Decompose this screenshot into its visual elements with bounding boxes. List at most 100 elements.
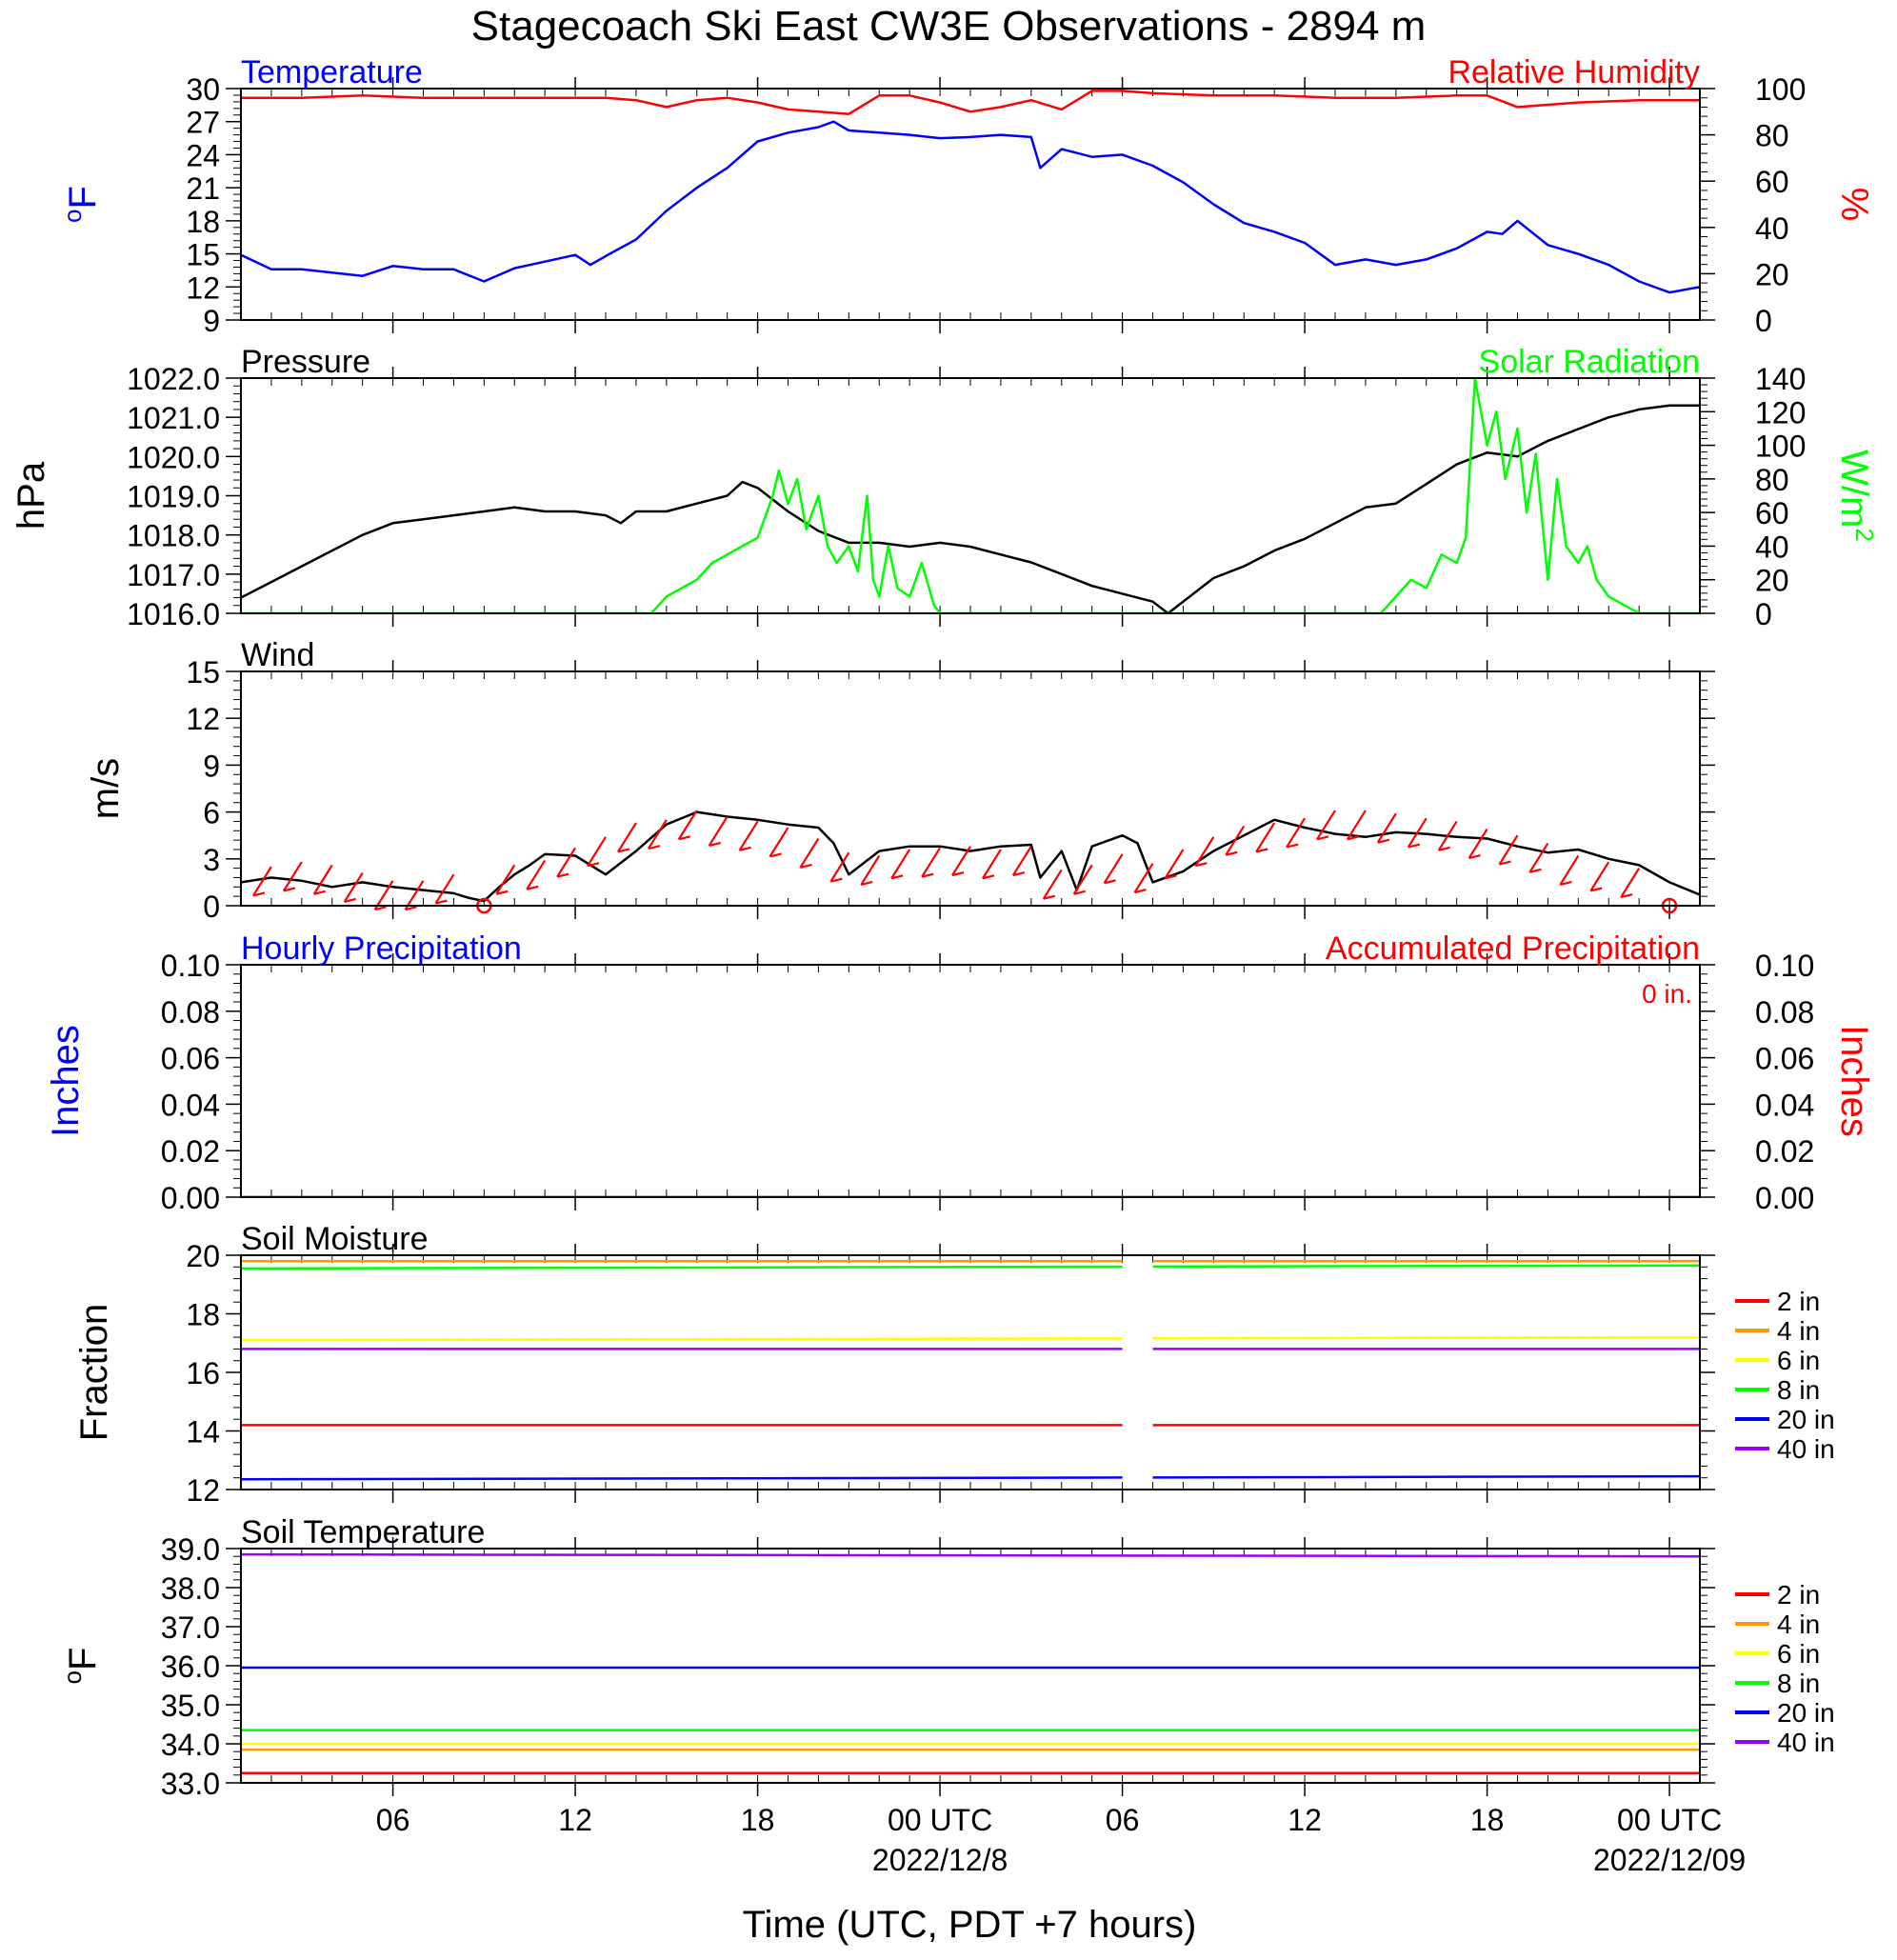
legend-label: 6 in xyxy=(1777,1639,1820,1669)
panel-right-title: Solar Radiation xyxy=(1479,344,1700,380)
wind-barb-flag xyxy=(1620,892,1633,899)
wind-barb xyxy=(1011,846,1032,876)
wind-barb-flag xyxy=(1043,894,1056,900)
wind-barb xyxy=(1376,812,1397,844)
y-right-axis-label: % xyxy=(1833,188,1875,222)
panel-5: 12 14 16 18 20 Soil Moisture Fraction 2 in4 in6… xyxy=(73,1221,1835,1508)
y-right-tick-label: 0.02 xyxy=(1755,1134,1814,1169)
wind-barb-flag xyxy=(1499,860,1511,866)
y-left-tick-label: 0.02 xyxy=(161,1134,220,1169)
legend-label: 4 in xyxy=(1777,1316,1820,1346)
wind-barb xyxy=(1468,829,1488,859)
wind-barb xyxy=(587,836,607,867)
y-left-axis-label: Inches xyxy=(45,1025,87,1137)
y-right-tick-label: 80 xyxy=(1755,463,1789,497)
wind-barb-flag xyxy=(526,885,539,890)
y-left-tick-label: 20 xyxy=(186,1239,220,1273)
y-left-tick-label: 35.0 xyxy=(161,1689,220,1723)
y-left-tick-label: 33.0 xyxy=(161,1767,220,1801)
y-left-tick-label: 1016.0 xyxy=(127,597,220,631)
wind-barb-flag xyxy=(1134,889,1147,894)
wind-barb xyxy=(738,820,759,851)
wind-barb xyxy=(708,815,729,847)
y-left-tick-label: 1017.0 xyxy=(127,558,220,592)
wind-barb-flag xyxy=(435,899,448,905)
wind-barb xyxy=(1103,853,1124,884)
y-left-tick-label: 37.0 xyxy=(161,1610,220,1645)
y-left-tick-label: 15 xyxy=(186,655,220,690)
y-left-tick-label: 6 xyxy=(203,796,220,830)
wind-barb xyxy=(282,861,303,892)
y-left-tick-label: 38.0 xyxy=(161,1571,220,1606)
wind-barb-flag xyxy=(982,874,995,880)
panel-2: 1016.0 1017.0 1018.0 1019.0 1020.0 1021.0 1022… xyxy=(10,344,1879,631)
y-left-tick-label: 12 xyxy=(186,270,220,305)
wind-barb-flag xyxy=(374,906,387,911)
y-right-tick-label: 0 xyxy=(1755,597,1772,631)
wind-barb-flag xyxy=(1377,838,1390,844)
panel-3: 0 3 6 9 12 15 Wind m/s xyxy=(85,637,1715,924)
x-tick-label: 06 xyxy=(1106,1803,1140,1837)
wind-barb xyxy=(860,854,881,886)
y-left-tick-label: 16 xyxy=(186,1356,220,1390)
wind-barb xyxy=(1589,861,1610,892)
wind-barb-flag xyxy=(830,877,843,883)
wind-barb-flag xyxy=(739,846,751,851)
y-right-tick-label: 60 xyxy=(1755,165,1789,199)
wind-barb-flag xyxy=(495,890,509,895)
y-left-tick-label: 1021.0 xyxy=(127,401,220,435)
wind-barb xyxy=(951,846,971,876)
legend-label: 4 in xyxy=(1777,1610,1820,1639)
y-right-tick-label: 0.10 xyxy=(1755,949,1814,983)
y-right-tick-label: 20 xyxy=(1755,564,1789,598)
y-left-tick-label: 24 xyxy=(186,138,220,172)
wind-barb-flag xyxy=(344,897,356,904)
y-right-tick-label: 40 xyxy=(1755,211,1789,246)
wind-barb-flag xyxy=(1073,890,1086,895)
wind-barb-flag xyxy=(678,835,691,841)
x-axis-label: Time (UTC, PDT +7 hours) xyxy=(743,1904,1197,1946)
wind-barb xyxy=(647,819,668,850)
wind-barb xyxy=(526,859,547,890)
y-left-tick-label: 14 xyxy=(186,1415,220,1450)
panel-6: 33.0 34.0 35.0 36.0 37.0 38.0 39.0 Soil Tempera… xyxy=(58,1514,1835,1877)
y-left-axis-label: Fraction xyxy=(73,1304,115,1442)
accumulated-total-label: 0 in. xyxy=(1642,979,1692,1009)
wind-barb-flag xyxy=(1195,862,1208,868)
wind-barb xyxy=(1620,868,1641,898)
wind-barb-flag xyxy=(1589,887,1603,892)
y-left-tick-label: 18 xyxy=(186,1298,220,1332)
y-left-tick-label: 0.10 xyxy=(161,949,220,983)
wind-barb-flag xyxy=(1529,868,1542,873)
wind-barb xyxy=(1498,834,1519,866)
wind-barb-flag xyxy=(617,848,630,853)
wind-barb-flag xyxy=(556,872,569,878)
y-right-tick-label: 140 xyxy=(1755,362,1806,396)
y-left-tick-label: 15 xyxy=(186,238,220,272)
wind-barb-flag xyxy=(921,872,934,878)
wind-barb-flag xyxy=(1316,835,1329,841)
wind-barb-flag xyxy=(1468,853,1481,860)
wind-barb xyxy=(769,827,789,857)
relative-humidity-series xyxy=(241,90,1700,115)
20-in-series xyxy=(241,1476,1123,1481)
wind-barb xyxy=(799,837,820,869)
wind-barb-flag xyxy=(1225,850,1238,856)
wind-barb-flag xyxy=(1165,874,1177,880)
wind-barb xyxy=(1042,869,1063,900)
wind-barb-flag xyxy=(1286,843,1299,849)
legend-label: 20 in xyxy=(1777,1698,1835,1728)
wind-barb xyxy=(1133,863,1154,893)
y-left-axis-label: hPa xyxy=(10,461,52,530)
6-in-series xyxy=(1152,1335,1700,1340)
wind-barb-flag xyxy=(951,871,965,877)
wind-barb xyxy=(1528,842,1549,873)
wind-barb xyxy=(890,849,911,879)
x-date-label: 2022/12/09 xyxy=(1593,1843,1746,1877)
y-left-axis-label: m/s xyxy=(85,758,127,819)
temperature-series xyxy=(241,120,1700,294)
wind-barb-flag xyxy=(1438,846,1450,851)
y-left-tick-label: 3 xyxy=(203,843,220,877)
